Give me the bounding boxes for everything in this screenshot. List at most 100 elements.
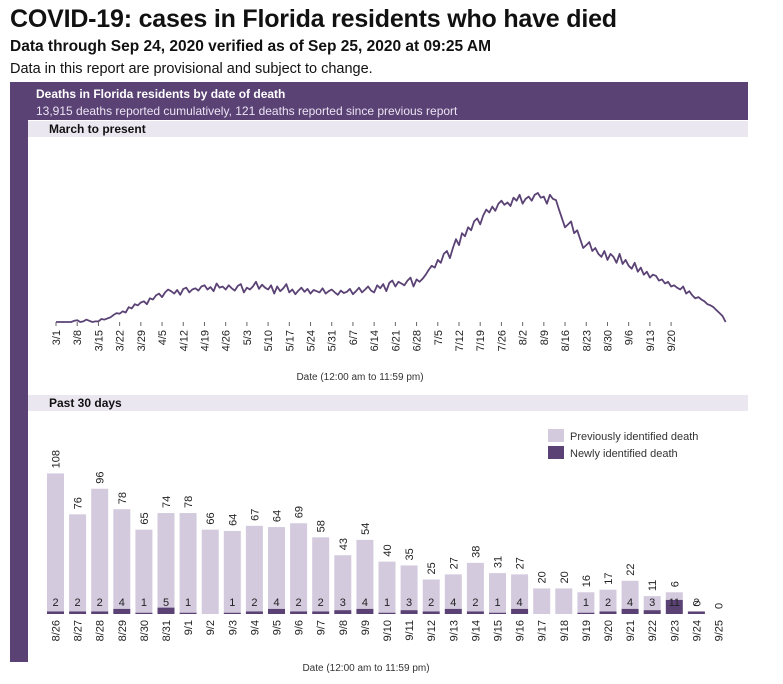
bar-new-value: 3: [340, 597, 346, 609]
bar-previous-value: 0: [691, 600, 703, 606]
bar-new: [312, 611, 330, 614]
bar-previous: [577, 592, 595, 613]
bar-previous: [444, 574, 462, 609]
bar-x-tick-label: 9/8: [338, 620, 350, 635]
bar-x-tick-label: 8/28: [95, 620, 107, 641]
line-x-tick-label: 3/8: [72, 330, 84, 345]
line-x-tick-label: 7/26: [496, 330, 508, 351]
bar-previous-value: 6: [669, 581, 681, 587]
line-x-tick-label: 9/13: [645, 330, 657, 351]
bar-x-tick-label: 9/19: [581, 620, 593, 641]
line-x-tick-label: 5/3: [242, 330, 254, 345]
line-x-tick-label: 7/5: [433, 330, 445, 345]
bar-new-value: 4: [627, 597, 633, 609]
line-x-tick-label: 9/20: [666, 330, 678, 351]
bar-new-value: 4: [450, 597, 456, 609]
line-x-tick-label: 9/6: [624, 330, 636, 345]
bar-x-tick-label: 8/27: [73, 620, 85, 641]
bar-previous: [223, 530, 241, 613]
legend-previous-swatch: [548, 429, 564, 442]
bar-new: [113, 608, 131, 614]
line-x-tick-label: 4/12: [178, 330, 190, 351]
bar-new-value: 3: [649, 597, 655, 609]
bar-previous-value: 40: [382, 544, 394, 556]
section-label-past30: Past 30 days: [49, 396, 122, 410]
bar-new-value: 5: [163, 597, 169, 609]
bar-previous-value: 0: [714, 603, 726, 609]
bar-previous-value: 78: [183, 496, 195, 508]
bar-previous-value: 31: [493, 556, 505, 568]
bar-previous-value: 20: [537, 571, 549, 583]
bar-previous-value: 76: [73, 497, 85, 509]
bar-previous: [290, 523, 308, 612]
bar-previous: [135, 529, 153, 613]
legend-new-swatch: [548, 446, 564, 459]
bar-new-value: 1: [583, 597, 589, 609]
bar-x-tick-label: 9/11: [404, 620, 416, 641]
bar-new: [157, 607, 175, 614]
bar-previous-value: 43: [338, 538, 350, 550]
bar-previous: [312, 537, 330, 612]
bar-previous-value: 96: [95, 472, 107, 484]
bar-previous-value: 64: [272, 510, 284, 522]
bar-new-value: 2: [318, 597, 324, 609]
bar-x-tick-label: 9/20: [603, 620, 615, 641]
bar-new: [268, 608, 285, 614]
bar-previous-value: 38: [470, 546, 482, 558]
bar-new-value: 2: [428, 597, 434, 609]
bar-x-tick-label: 9/1: [183, 620, 195, 635]
bar-new-value: 2: [296, 597, 302, 609]
bar-x-tick-label: 9/6: [294, 620, 306, 635]
bar-x-tick-label: 8/30: [139, 620, 151, 641]
bar-new: [444, 608, 462, 614]
bar-new-value: 2: [472, 597, 478, 609]
bar-new-value: 4: [517, 597, 523, 609]
bar-x-tick-label: 9/12: [426, 620, 438, 641]
bar-previous-value: 11: [647, 580, 659, 591]
bar-previous-value: 65: [139, 512, 151, 524]
bar-previous: [356, 539, 374, 609]
bar-previous-value: 69: [294, 506, 306, 518]
line-x-axis-label: Date (12:00 am to 11:59 pm): [296, 372, 423, 383]
bar-new: [687, 611, 705, 614]
bar-new: [135, 612, 153, 614]
line-x-tick-label: 3/15: [93, 330, 105, 351]
line-x-tick-label: 6/21: [390, 330, 402, 351]
bar-new: [511, 608, 529, 614]
bar-new: [422, 611, 440, 614]
line-x-tick-label: 3/29: [136, 330, 148, 351]
bar-x-tick-label: 9/23: [669, 620, 681, 641]
bar-x-tick-label: 9/16: [515, 620, 527, 641]
bar-previous: [555, 588, 573, 614]
bar-previous-value: 22: [625, 564, 637, 576]
provisional-note: Data in this report are provisional and …: [10, 61, 373, 77]
section-label-march: March to present: [49, 122, 146, 136]
bar-new-value: 2: [97, 597, 103, 609]
bar-previous: [179, 513, 197, 613]
bar-previous-value: 25: [426, 562, 438, 574]
bar-x-tick-label: 9/22: [647, 620, 659, 641]
bar-x-tick-label: 9/3: [227, 620, 239, 635]
bar-new: [47, 611, 64, 614]
bar-new-value: 1: [141, 597, 147, 609]
bar-previous: [69, 514, 87, 612]
bar-previous: [47, 473, 64, 612]
line-x-tick-label: 7/19: [475, 330, 487, 351]
line-x-tick-label: 8/16: [560, 330, 572, 351]
panel-left-border: [10, 82, 28, 662]
bar-new-value: 4: [119, 597, 125, 609]
legend-new-label: Newly identified death: [570, 448, 678, 460]
bar-previous: [511, 574, 529, 609]
bar-x-tick-label: 9/24: [691, 620, 703, 641]
line-x-tick-label: 5/17: [284, 330, 296, 351]
line-x-tick-label: 6/28: [412, 330, 424, 351]
bar-new: [378, 612, 396, 614]
page-title: COVID-19: cases in Florida residents who…: [10, 5, 617, 33]
bar-previous: [334, 555, 352, 611]
bar-new-value: 1: [384, 597, 390, 609]
bar-new: [356, 608, 374, 614]
bar-previous: [113, 509, 131, 609]
bar-new: [489, 612, 506, 614]
bar-x-tick-label: 8/26: [51, 620, 63, 641]
